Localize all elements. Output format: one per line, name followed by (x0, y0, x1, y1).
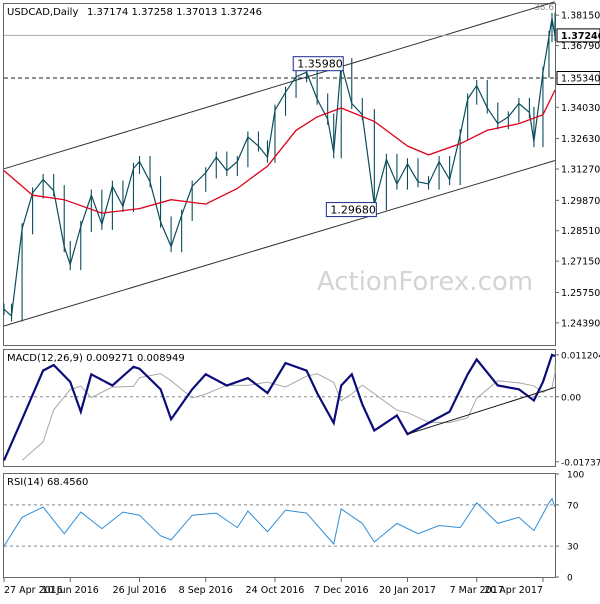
time-axis-label: 24 Oct 2016 (246, 585, 305, 596)
price-axis-label: 1.36790 (561, 41, 600, 52)
rsi-axis-label: 0 (567, 574, 573, 584)
price-line (3, 18, 556, 318)
moving-average-line (3, 89, 556, 214)
price-axis-marker (556, 28, 600, 43)
price-axis-label: 1.25750 (561, 288, 600, 299)
rsi-axis: 100 70 30 0 (555, 471, 584, 584)
macd-line (2, 353, 556, 461)
macd-header: MACD(12,26,9) 0.009271 0.008949 (7, 353, 185, 364)
price-axis-label: 1.38150 (561, 11, 600, 22)
channel-lower-line (3, 160, 556, 327)
macd-axis-label: -0.017371 (561, 458, 600, 468)
annotation-high-box (292, 56, 344, 72)
macd-panel-frame (3, 349, 556, 467)
price-axis-marker-label: 1.35340 (561, 74, 600, 85)
macd-signal-line (21, 365, 556, 461)
annotation-low-label: 1.29680 (330, 204, 376, 217)
price-axis-label: 1.24390 (561, 318, 600, 329)
price-axis-label: 1.32630 (561, 134, 600, 145)
macd-trendline (407, 386, 556, 435)
time-axis-label: 20 Apr 2017 (484, 585, 543, 596)
price-axis-label: 1.34030 (561, 103, 600, 114)
annotation-low: 1.29680 (325, 202, 377, 218)
rsi-axis-label: 30 (567, 543, 579, 553)
price-axis-label: 1.31270 (561, 165, 600, 176)
price-axis: 1.38150 1.36790 1.35340 1.34030 1.32630 1.312… (555, 11, 600, 329)
channel-upper-line (3, 1, 556, 170)
price-header-symbol: USDCAD,Daily (7, 7, 78, 18)
macd-axis-label: 0.011204 (561, 351, 600, 361)
rsi-panel-frame (3, 473, 556, 578)
macd-axis: 0.011204 0.00 -0.017371 (555, 351, 600, 468)
annotation-low-box (325, 202, 377, 218)
price-axis-label: 1.29870 (561, 196, 600, 207)
time-axis-label: 8 Sep 2016 (179, 585, 233, 596)
watermark: ActionForex.com (317, 267, 533, 297)
price-axis-marker-label: 1.37246 (561, 31, 600, 42)
annotation-high: 1.35980 (292, 56, 344, 72)
time-axis-label: 7 Mar 2017 (450, 585, 504, 596)
time-axis-label: 20 Jan 2017 (379, 585, 436, 596)
time-axis-label: 27 Apr 2016 (4, 585, 63, 596)
price-axis-label: 1.28510 (561, 226, 600, 237)
time-axis-label: 10 Jun 2016 (42, 585, 99, 596)
rsi-axis-label: 100 (567, 471, 584, 481)
time-axis-label: 26 Jul 2016 (113, 585, 167, 596)
price-axis-label: 1.27150 (561, 257, 600, 268)
rsi-line (3, 497, 556, 547)
rsi-header: RSI(14) 68.4560 (7, 477, 88, 488)
time-axis-label: 7 Dec 2016 (314, 585, 369, 596)
macd-axis-label: 0.00 (561, 393, 581, 403)
top-right-tag: 38.6 (534, 3, 554, 13)
annotation-high-label: 1.35980 (297, 58, 343, 71)
price-panel-frame (3, 3, 556, 346)
price-header-ohlc: 1.37174 1.37258 1.37013 1.37246 (87, 7, 262, 18)
rsi-axis-label: 70 (567, 501, 579, 511)
price-axis-marker (556, 71, 600, 86)
